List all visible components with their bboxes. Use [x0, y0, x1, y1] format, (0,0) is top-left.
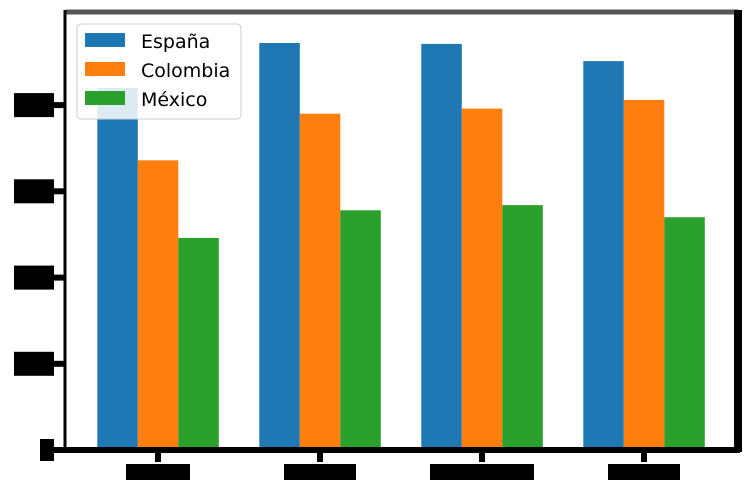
x-tick-label-2 — [430, 464, 534, 480]
legend: España Colombia México — [76, 23, 242, 120]
legend-label-espana: España — [141, 31, 210, 53]
x-tick-mark-1 — [317, 450, 323, 462]
bar-series-0-category-0 — [97, 87, 138, 451]
y-tick-label-0 — [40, 439, 54, 461]
bar-series-1-category-3 — [623, 99, 665, 451]
legend-label-colombia: Colombia — [141, 60, 230, 82]
legend-label-mexico: México — [141, 89, 207, 111]
y-tick-mark-3 — [54, 188, 66, 195]
y-tick-label-1 — [14, 351, 54, 376]
y-tick-mark-0 — [54, 447, 66, 453]
bar-series-1-category-1 — [299, 113, 341, 450]
y-tick-label-2 — [14, 265, 54, 290]
legend-swatch-espana — [85, 33, 125, 47]
bar-series-0-category-1 — [259, 43, 300, 450]
legend-swatch-colombia — [85, 62, 125, 76]
x-tick-label-0 — [126, 464, 190, 480]
y-ticks — [14, 93, 66, 461]
bar-series-1-category-0 — [137, 160, 179, 451]
y-tick-mark-4 — [54, 102, 66, 109]
y-tick-label-4 — [14, 93, 54, 118]
legend-swatch-mexico — [85, 91, 125, 105]
x-tick-mark-3 — [641, 450, 647, 462]
x-ticks — [126, 450, 680, 480]
x-tick-label-3 — [608, 464, 680, 480]
y-tick-label-3 — [14, 179, 54, 204]
y-tick-mark-1 — [54, 360, 66, 367]
x-tick-label-1 — [284, 464, 356, 480]
bar-series-2-category-0 — [178, 237, 219, 450]
y-tick-mark-2 — [54, 274, 66, 281]
x-tick-mark-2 — [479, 450, 485, 462]
bar-series-0-category-3 — [583, 61, 624, 450]
bar-series-0-category-2 — [421, 43, 462, 451]
bar-series-2-category-3 — [664, 217, 705, 450]
bar-series-2-category-1 — [340, 210, 381, 450]
x-tick-mark-0 — [155, 450, 161, 462]
bar-series-2-category-2 — [502, 205, 543, 450]
bars-layer — [97, 43, 705, 451]
bar-series-1-category-2 — [461, 108, 503, 450]
